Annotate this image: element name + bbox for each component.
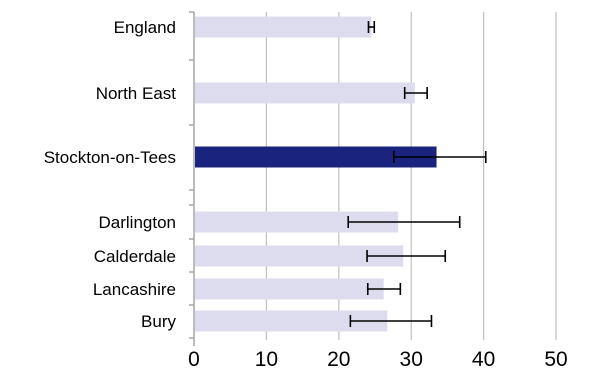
bar [195,310,388,332]
x-tick-labels: 0 10 20 30 40 50 [188,348,568,371]
x-tick-label: 0 [188,348,200,371]
x-tick-label: 30 [400,348,423,371]
category-label: Calderdale [94,247,176,266]
bar [195,146,437,168]
category-labels: England North East Stockton-on-Tees Darling… [44,18,177,331]
x-tick-label: 50 [544,348,567,371]
category-label: Lancashire [93,280,176,299]
bars [195,16,437,332]
x-tick-label: 20 [327,348,350,371]
bar [195,82,415,104]
category-label: Stockton-on-Tees [44,148,176,167]
category-label: North East [96,84,177,103]
category-label: Bury [141,312,176,331]
bar [195,16,372,38]
category-label: England [114,18,176,37]
bar [195,278,384,300]
x-tick-label: 10 [255,348,278,371]
x-tick-label: 40 [472,348,495,371]
category-axis [189,11,195,346]
bar [195,245,404,267]
category-label: Darlington [99,213,177,232]
error-bars [347,21,487,327]
bar [195,211,399,233]
